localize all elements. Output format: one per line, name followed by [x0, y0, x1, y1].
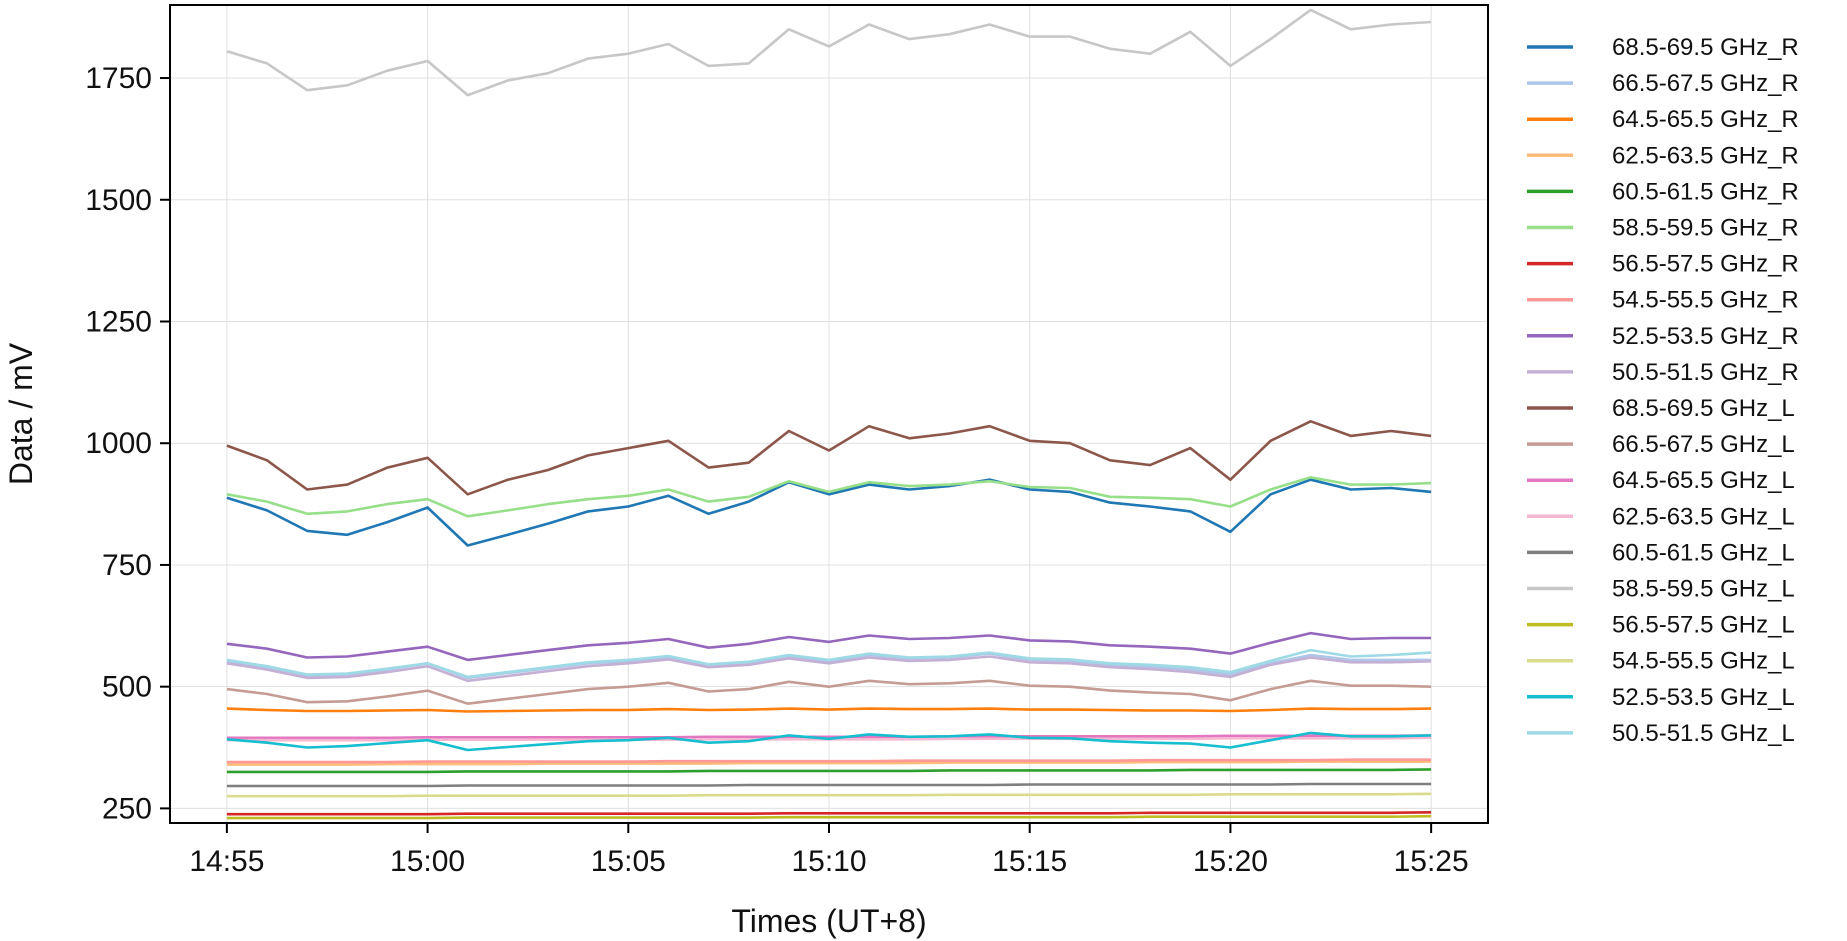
legend-item: 66.5-67.5 GHz_L — [1527, 431, 1795, 458]
legend-label: 54.5-55.5 GHz_R — [1612, 287, 1799, 314]
series-line-12 — [226, 734, 1432, 740]
legend-label: 66.5-67.5 GHz_R — [1612, 70, 1799, 97]
legend-item: 56.5-57.5 GHz_L — [1527, 612, 1795, 639]
legend-label: 58.5-59.5 GHz_R — [1612, 215, 1799, 242]
y-tick-label: 250 — [102, 792, 152, 825]
legend-label: 54.5-55.5 GHz_L — [1612, 648, 1795, 675]
x-tick-label: 15:05 — [591, 845, 666, 878]
legend-item: 52.5-53.5 GHz_R — [1527, 323, 1799, 350]
series-line-16 — [226, 814, 1432, 820]
legend-item: 56.5-57.5 GHz_R — [1527, 251, 1799, 278]
series-line-7 — [226, 758, 1432, 764]
legend-label: 50.5-51.5 GHz_R — [1612, 359, 1799, 386]
legend-item: 62.5-63.5 GHz_L — [1527, 503, 1795, 530]
legend-item: 50.5-51.5 GHz_L — [1527, 720, 1795, 747]
legend-label: 66.5-67.5 GHz_L — [1612, 431, 1795, 458]
legend-label: 68.5-69.5 GHz_L — [1612, 395, 1795, 422]
x-tick-label: 15:00 — [390, 845, 465, 878]
series-line-14 — [226, 782, 1432, 788]
series-line-4 — [226, 768, 1432, 774]
legend-label: 60.5-61.5 GHz_L — [1612, 539, 1795, 566]
legend-item: 58.5-59.5 GHz_L — [1527, 576, 1795, 603]
y-tick-label: 1000 — [85, 427, 152, 460]
x-tick-label: 15:10 — [791, 845, 866, 878]
x-axis-label: Times (UT+8) — [731, 903, 926, 939]
legend-label: 68.5-69.5 GHz_R — [1612, 34, 1799, 61]
series-line-15 — [226, 8, 1432, 97]
x-axis: 14:55 15:00 15:05 15:10 15:15 15:20 15:25 — [189, 823, 1469, 878]
legend-item: 64.5-65.5 GHz_R — [1527, 106, 1799, 133]
legend-label: 62.5-63.5 GHz_R — [1612, 142, 1799, 169]
series-line-17 — [226, 792, 1432, 798]
x-tick-label: 15:15 — [992, 845, 1067, 878]
y-axis-label: Data / mV — [3, 342, 39, 485]
legend-item: 68.5-69.5 GHz_L — [1527, 395, 1795, 422]
legend-label: 64.5-65.5 GHz_R — [1612, 106, 1799, 133]
y-tick-label: 750 — [102, 549, 152, 582]
legend-item: 60.5-61.5 GHz_L — [1527, 539, 1795, 566]
legend-label: 52.5-53.5 GHz_R — [1612, 323, 1799, 350]
legend-item: 58.5-59.5 GHz_R — [1527, 215, 1799, 242]
legend-item: 66.5-67.5 GHz_R — [1527, 70, 1799, 97]
x-tick-label: 15:25 — [1394, 845, 1469, 878]
series-line-18 — [226, 731, 1432, 752]
y-tick-label: 1750 — [85, 62, 152, 95]
legend-label: 56.5-57.5 GHz_L — [1612, 612, 1795, 639]
legend-item: 68.5-69.5 GHz_R — [1527, 34, 1799, 61]
series-line-0 — [226, 478, 1432, 547]
legend-label: 62.5-63.5 GHz_L — [1612, 503, 1795, 530]
legend-item: 50.5-51.5 GHz_R — [1527, 359, 1799, 386]
series-line-10 — [226, 419, 1432, 496]
series-line-5 — [226, 475, 1432, 518]
legend-label: 58.5-59.5 GHz_L — [1612, 576, 1795, 603]
series-line-6 — [226, 811, 1432, 816]
legend-item: 54.5-55.5 GHz_L — [1527, 648, 1795, 675]
series-line-3 — [226, 760, 1432, 766]
x-tick-label: 14:55 — [189, 845, 264, 878]
legend: 68.5-69.5 GHz_R 66.5-67.5 GHz_R 64.5-65.5 … — [1527, 34, 1799, 747]
legend-item: 64.5-65.5 GHz_L — [1527, 467, 1795, 494]
series-line-9 — [226, 655, 1432, 683]
y-tick-label: 1500 — [85, 184, 152, 217]
legend-label: 52.5-53.5 GHz_L — [1612, 684, 1795, 711]
legend-label: 56.5-57.5 GHz_R — [1612, 251, 1799, 278]
legend-item: 62.5-63.5 GHz_R — [1527, 142, 1799, 169]
series-line-8 — [226, 631, 1432, 662]
y-tick-label: 500 — [102, 671, 152, 704]
grid — [170, 5, 1488, 823]
legend-label: 64.5-65.5 GHz_L — [1612, 467, 1795, 494]
legend-label: 60.5-61.5 GHz_R — [1612, 178, 1799, 205]
y-tick-label: 1250 — [85, 305, 152, 338]
legend-item: 60.5-61.5 GHz_R — [1527, 178, 1799, 205]
series-line-2 — [226, 707, 1432, 713]
series-line-11 — [226, 679, 1432, 706]
legend-item: 54.5-55.5 GHz_R — [1527, 287, 1799, 314]
legend-item: 52.5-53.5 GHz_L — [1527, 684, 1795, 711]
series-line-19 — [226, 648, 1432, 679]
series-layer — [226, 8, 1432, 820]
legend-label: 50.5-51.5 GHz_L — [1612, 720, 1795, 747]
y-axis: 250 500 750 1000 1250 1500 1750 — [85, 62, 170, 825]
x-tick-label: 15:20 — [1193, 845, 1268, 878]
